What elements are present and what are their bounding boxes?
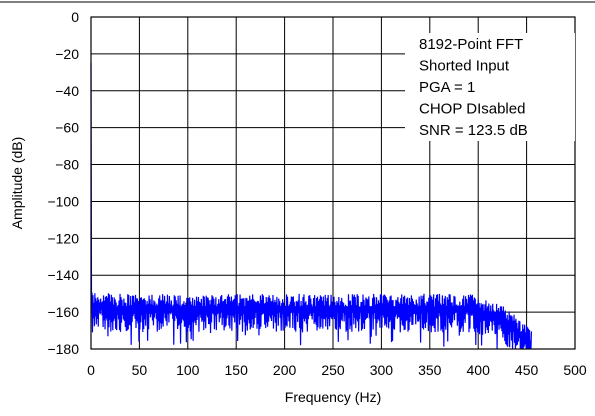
annotation-line: PGA = 1 [419, 79, 475, 96]
x-tick-label: 50 [132, 362, 148, 378]
x-axis-label: Frequency (Hz) [285, 389, 381, 405]
fft-noise-line [90, 63, 533, 350]
y-tick-label: −20 [55, 46, 79, 62]
annotation-line: CHOP DIsabled [419, 101, 525, 118]
y-axis: 0 −20 −40 −60 −80 −100 −120 −140 −160 −180 [47, 9, 79, 357]
y-tick-label: −120 [47, 230, 79, 246]
annotation-line: SNR = 123.5 dB [419, 122, 528, 139]
y-tick-label: −80 [55, 157, 79, 173]
x-tick-label: 500 [563, 362, 587, 378]
y-tick-label: −160 [47, 304, 79, 320]
y-tick-label: −180 [47, 341, 79, 357]
y-tick-label: 0 [71, 9, 79, 25]
annotation-box: 8192-Point FFT Shorted Input PGA = 1 CHOP D… [405, 33, 575, 141]
x-axis: 0 50 100 150 200 250 300 350 400 450 500 [87, 362, 587, 378]
annotation-background [405, 33, 575, 141]
x-tick-label: 0 [87, 362, 95, 378]
annotation-line: Shorted Input [419, 58, 510, 75]
y-tick-label: −100 [47, 193, 79, 209]
y-tick-label: −60 [55, 120, 79, 136]
x-tick-label: 350 [418, 362, 442, 378]
x-tick-label: 150 [225, 362, 249, 378]
x-tick-label: 400 [467, 362, 491, 378]
plot-border [90, 16, 576, 350]
x-tick-label: 200 [273, 362, 297, 378]
y-tick-label: −140 [47, 267, 79, 283]
x-tick-label: 450 [515, 362, 539, 378]
x-tick-label: 300 [370, 362, 394, 378]
series-trace [90, 63, 533, 350]
annotation-line: 8192-Point FFT [419, 36, 523, 53]
y-axis-label: Amplitude (dB) [9, 137, 25, 230]
x-tick-label: 250 [321, 362, 345, 378]
y-tick-label: −40 [55, 83, 79, 99]
x-tick-label: 100 [176, 362, 200, 378]
